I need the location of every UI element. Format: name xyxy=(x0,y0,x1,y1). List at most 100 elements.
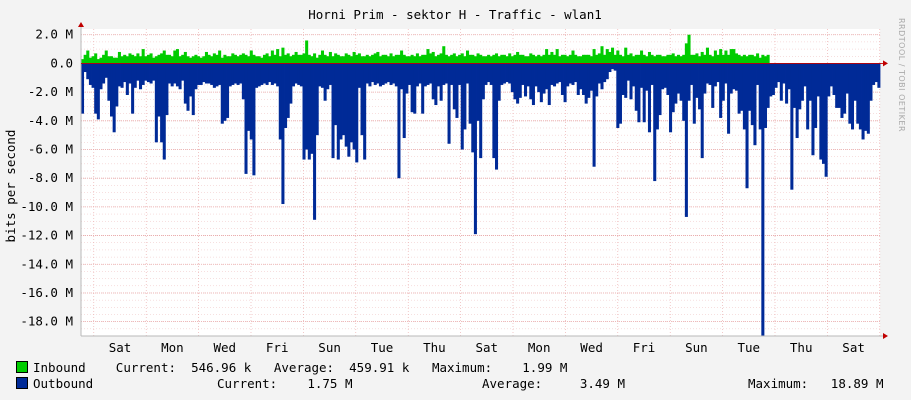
outbound-bar xyxy=(729,63,733,94)
outbound-bar xyxy=(450,63,454,85)
outbound-bar xyxy=(676,63,680,94)
inbound-bar xyxy=(497,56,501,64)
inbound-bar xyxy=(756,53,760,64)
outbound-bar xyxy=(785,63,789,104)
axes xyxy=(78,22,888,339)
inbound-bar xyxy=(173,50,177,64)
outbound-bar xyxy=(505,63,509,83)
inbound-bar xyxy=(513,54,517,64)
outbound-bar xyxy=(508,63,512,84)
inbound-bar xyxy=(368,56,372,64)
inbound-bar xyxy=(268,56,272,64)
inbound-bar xyxy=(679,56,683,64)
inbound-bar xyxy=(568,54,572,64)
inbound-bar xyxy=(255,56,259,64)
inbound-bar xyxy=(355,54,359,64)
inbound-bar xyxy=(170,56,174,64)
outbound-bar xyxy=(136,63,140,81)
outbound-bar xyxy=(650,63,654,85)
outbound-bar xyxy=(278,63,282,140)
outbound-bar xyxy=(423,63,427,87)
outbound-bar xyxy=(88,63,92,85)
x-tick-labels: Sat Mon Wed Fri Sun Tue Thu Sat Mon Wed Fri Sun Tue T… xyxy=(109,340,865,355)
outbound-bar xyxy=(727,63,731,134)
inbound-bar xyxy=(500,54,504,64)
outbound-average-group: Average: 3.49 M xyxy=(482,376,625,392)
outbound-bar xyxy=(407,63,412,85)
outbound-bar xyxy=(210,63,214,85)
inbound-bar xyxy=(405,56,409,64)
inbound-bar xyxy=(727,54,731,64)
inbound-bar xyxy=(492,54,496,64)
outbound-bar xyxy=(874,63,878,83)
inbound-bar xyxy=(373,53,377,64)
outbound-bar xyxy=(724,63,728,84)
outbound-bar xyxy=(837,63,841,108)
inbound-bar xyxy=(149,53,153,64)
outbound-bar xyxy=(616,63,620,128)
outbound-bar xyxy=(732,63,736,90)
inbound-bar xyxy=(181,54,185,64)
inbound-bar xyxy=(555,49,559,64)
outbound-bar xyxy=(534,63,538,87)
inbound-bar xyxy=(495,53,499,64)
outbound-bar xyxy=(318,63,322,87)
outbound-bar xyxy=(866,63,870,134)
inbound-bar xyxy=(244,54,248,64)
inbound-bar xyxy=(589,56,593,64)
outbound-bar xyxy=(294,63,298,84)
inbound-bar xyxy=(634,54,638,64)
y-tick-label: -16.0 M xyxy=(20,285,73,300)
outbound-bar xyxy=(371,63,375,83)
outbound-bar xyxy=(402,63,406,139)
inbound-bar xyxy=(328,51,332,64)
outbound-bar xyxy=(711,63,715,108)
outbound-average-label: Average: xyxy=(482,376,543,391)
inbound-bar xyxy=(392,56,396,64)
outbound-current-label: Current: xyxy=(217,376,278,391)
inbound-bar xyxy=(257,56,261,64)
inbound-bar xyxy=(429,53,433,64)
inbound-bar xyxy=(94,53,98,64)
inbound-bar xyxy=(418,56,422,64)
inbound-bar xyxy=(695,53,699,64)
y-tick-label: -8.0 M xyxy=(28,170,73,185)
inbound-bar xyxy=(616,50,620,64)
outbound-bar xyxy=(447,63,451,144)
inbound-bar xyxy=(139,56,143,64)
inbound-bar xyxy=(273,54,277,64)
outbound-bar xyxy=(537,63,541,93)
outbound-bar xyxy=(661,63,665,90)
outbound-bar xyxy=(247,63,251,131)
x-tick-label: Fri xyxy=(266,340,289,355)
inbound-bar xyxy=(178,56,182,64)
inbound-bar xyxy=(265,53,269,64)
outbound-bar xyxy=(869,63,873,101)
inbound-bar xyxy=(215,54,219,64)
outbound-bar xyxy=(378,63,383,87)
outbound-bar xyxy=(307,63,311,160)
outbound-bar xyxy=(349,63,354,143)
outbound-bar xyxy=(320,63,325,88)
outbound-bar xyxy=(558,63,562,83)
outbound-bar xyxy=(829,63,833,87)
outbound-bar xyxy=(626,63,630,81)
inbound-bar xyxy=(624,47,628,64)
outbound-label: Outbound xyxy=(33,376,94,391)
outbound-area xyxy=(81,63,881,337)
x-tick-label: Sun xyxy=(685,340,708,355)
inbound-bar xyxy=(626,54,630,64)
inbound-bar xyxy=(436,54,441,64)
outbound-bar xyxy=(186,63,190,111)
outbound-bar xyxy=(758,63,762,130)
inbound-bar xyxy=(529,53,533,64)
inbound-bar xyxy=(742,54,746,64)
outbound-bar xyxy=(476,63,480,121)
outbound-bar xyxy=(347,63,351,157)
outbound-bar xyxy=(405,63,409,94)
inbound-swatch xyxy=(16,361,28,373)
inbound-bar xyxy=(434,56,438,64)
outbound-bar xyxy=(571,63,575,85)
outbound-bar xyxy=(415,63,419,87)
inbound-bar xyxy=(400,50,404,64)
